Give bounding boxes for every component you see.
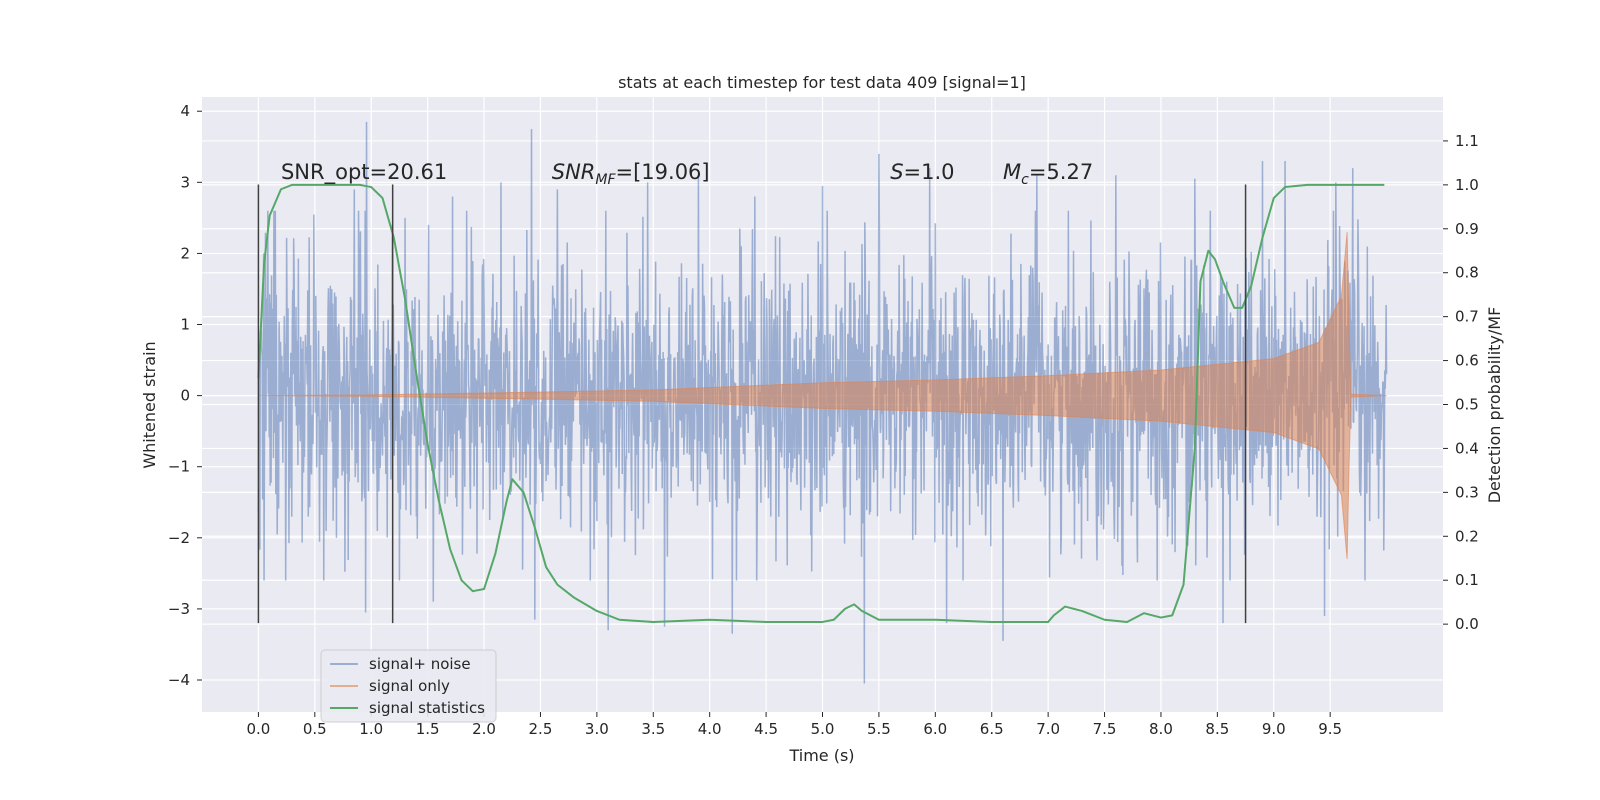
y2-tick-label-4: 0.4 bbox=[1455, 439, 1479, 457]
y2-tick-label-5: 0.5 bbox=[1455, 396, 1479, 414]
x-tick-label-10: 5.0 bbox=[811, 720, 835, 738]
y-tick-label-3: −1 bbox=[168, 458, 190, 476]
y2-tick-label-0: 0.0 bbox=[1455, 615, 1479, 633]
x-tick-label-1: 0.5 bbox=[303, 720, 327, 738]
legend-label-signal: signal only bbox=[369, 677, 450, 695]
x-tick-label-2: 1.0 bbox=[359, 720, 383, 738]
x-axis-label: Time (s) bbox=[788, 746, 854, 765]
x-axis: 0.0 0.5 1.0 1.5 2.0 2.5 3.0 3.5 4.0 4.5 5.0 5.5 6.0 6… bbox=[246, 712, 1342, 738]
x-tick-label-0: 0.0 bbox=[246, 720, 270, 738]
x-tick-label-14: 7.0 bbox=[1036, 720, 1060, 738]
x-tick-label-16: 8.0 bbox=[1149, 720, 1173, 738]
x-tick-label-18: 9.0 bbox=[1262, 720, 1286, 738]
y-tick-label-0: −4 bbox=[168, 671, 190, 689]
y-tick-label-2: −2 bbox=[168, 529, 190, 547]
y2-tick-label-2: 0.2 bbox=[1455, 527, 1479, 545]
y2-tick-label-9: 0.9 bbox=[1455, 220, 1479, 238]
vertical-lines bbox=[257, 184, 1247, 624]
x-tick-label-3: 1.5 bbox=[416, 720, 440, 738]
annotation-0: SNR_opt=20.61 bbox=[281, 160, 447, 185]
y2-tick-label-1: 0.1 bbox=[1455, 571, 1479, 589]
y2-tick-label-6: 0.6 bbox=[1455, 352, 1479, 370]
x-tick-label-6: 3.0 bbox=[585, 720, 609, 738]
annotations: SNR_opt=20.61 SNRMF=[19.06] S=1.0 Mc=5.27 bbox=[281, 160, 1093, 188]
annotation-1: SNRMF=[19.06] bbox=[552, 160, 710, 188]
y-axis-right: 0.0 0.1 0.2 0.3 0.4 0.5 0.6 0.7 0.8 0.9 1.0 1.1 bbox=[1443, 132, 1479, 633]
signal-only-series bbox=[258, 232, 1387, 560]
y2-tick-label-10: 1.0 bbox=[1455, 176, 1479, 194]
chart-title: stats at each timestep for test data 409… bbox=[618, 73, 1026, 92]
y2-tick-label-7: 0.7 bbox=[1455, 308, 1479, 326]
y-tick-label-1: −3 bbox=[168, 600, 190, 618]
signal-statistics-series bbox=[257, 183, 1385, 623]
series-signal-only-area bbox=[258, 232, 1387, 560]
legend-label-stats: signal statistics bbox=[369, 699, 485, 717]
series-signal-statistics-line bbox=[257, 183, 1385, 623]
y2-tick-label-3: 0.3 bbox=[1455, 483, 1479, 501]
x-tick-label-19: 9.5 bbox=[1318, 720, 1342, 738]
x-tick-label-7: 3.5 bbox=[641, 720, 665, 738]
legend-label-noise: signal+ noise bbox=[369, 655, 471, 673]
y-tick-label-4: 0 bbox=[180, 387, 190, 405]
y-tick-label-5: 1 bbox=[180, 316, 190, 334]
y-tick-label-6: 2 bbox=[180, 244, 190, 262]
y-tick-label-7: 3 bbox=[180, 173, 190, 191]
y-axis-left: −4 −3 −2 −1 0 1 2 3 4 bbox=[168, 102, 202, 689]
y2-tick-label-11: 1.1 bbox=[1455, 132, 1479, 150]
x-tick-label-4: 2.0 bbox=[472, 720, 496, 738]
y2-axis-label: Detection probability/MF bbox=[1485, 307, 1504, 504]
y-axis-label: Whitened strain bbox=[140, 341, 159, 468]
legend-box bbox=[320, 649, 497, 723]
x-tick-label-5: 2.5 bbox=[529, 720, 553, 738]
annotation-3: Mc=5.27 bbox=[1003, 160, 1093, 188]
annotation-2: S=1.0 bbox=[890, 160, 954, 184]
x-tick-label-15: 7.5 bbox=[1093, 720, 1117, 738]
x-tick-label-13: 6.5 bbox=[980, 720, 1004, 738]
x-tick-label-11: 5.5 bbox=[867, 720, 891, 738]
x-tick-label-9: 4.5 bbox=[754, 720, 778, 738]
y2-tick-label-8: 0.8 bbox=[1455, 264, 1479, 282]
x-tick-label-17: 8.5 bbox=[1205, 720, 1229, 738]
x-tick-label-8: 4.0 bbox=[698, 720, 722, 738]
legend: signal+ noise signal only signal statist… bbox=[320, 649, 497, 723]
y-tick-label-8: 4 bbox=[180, 102, 190, 120]
x-tick-label-12: 6.0 bbox=[923, 720, 947, 738]
